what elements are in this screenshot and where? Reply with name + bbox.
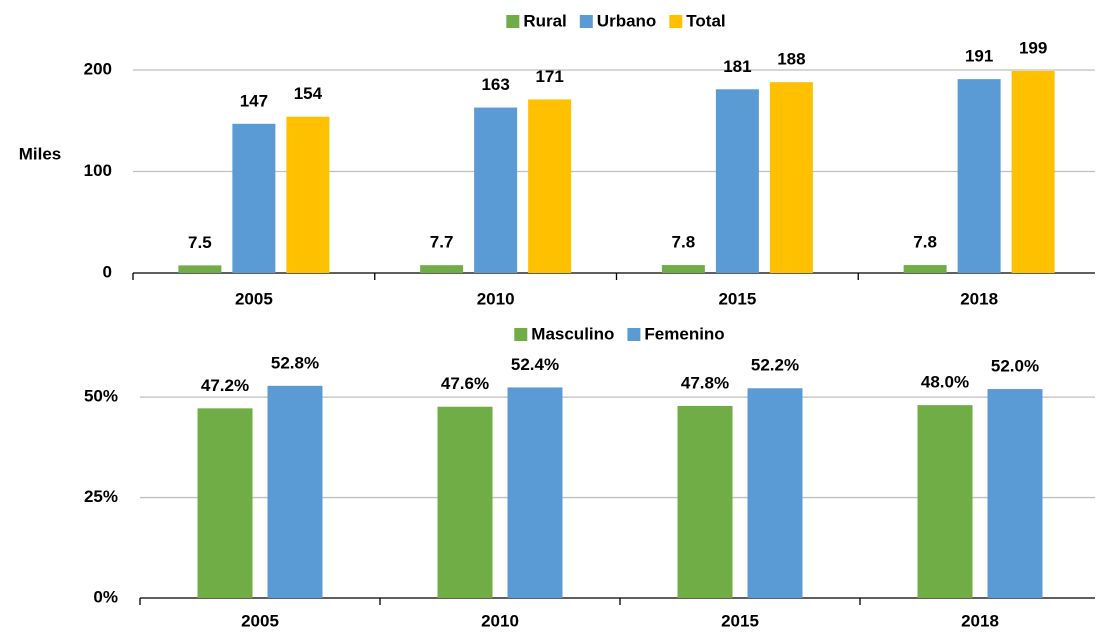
bar <box>528 99 572 273</box>
bar <box>267 385 323 598</box>
data-label: 47.6% <box>441 374 489 393</box>
legend-swatch <box>579 15 593 28</box>
data-label: 52.8% <box>271 353 319 372</box>
data-label: 188 <box>777 50 805 69</box>
x-tick-label: 2005 <box>235 289 273 308</box>
bar <box>987 389 1043 598</box>
x-tick-label: 2010 <box>481 611 519 630</box>
x-tick-label: 2005 <box>241 611 279 630</box>
x-tick-label: 2018 <box>961 611 999 630</box>
legend-swatch <box>506 15 520 28</box>
legend-swatch <box>669 15 683 28</box>
y-tick-label: 50% <box>84 387 118 406</box>
bar <box>232 123 276 273</box>
y-axis-label: Miles <box>19 144 62 163</box>
data-label: 52.0% <box>991 357 1039 376</box>
y-tick-label: 0 <box>103 262 112 281</box>
data-label: 7.5 <box>188 233 212 252</box>
bar <box>507 387 563 598</box>
legend-swatch <box>627 328 641 341</box>
data-label: 199 <box>1019 38 1047 57</box>
x-tick-label: 2018 <box>960 289 998 308</box>
bar <box>957 79 1001 273</box>
bar <box>661 265 705 273</box>
y-tick-label: 100 <box>84 161 112 180</box>
data-label: 52.4% <box>511 355 559 374</box>
bar <box>769 82 813 274</box>
data-label: 163 <box>481 75 509 94</box>
data-label: 147 <box>240 91 268 110</box>
bar <box>715 89 759 273</box>
data-label: 7.7 <box>430 233 454 252</box>
x-tick-label: 2015 <box>721 611 759 630</box>
bar <box>1011 71 1055 273</box>
y-tick-label: 200 <box>84 59 112 78</box>
bar <box>903 265 947 273</box>
x-tick-label: 2015 <box>718 289 756 308</box>
data-label: 171 <box>535 67 563 86</box>
data-label: 7.8 <box>913 233 937 252</box>
data-label: 48.0% <box>921 373 969 392</box>
bar <box>474 107 518 274</box>
bar <box>420 265 464 273</box>
bar <box>197 408 253 598</box>
x-tick-label: 2010 <box>477 289 515 308</box>
legend-label: Total <box>686 11 725 30</box>
data-label: 47.2% <box>201 376 249 395</box>
bar <box>747 388 803 598</box>
legend-label: Urbano <box>597 11 657 30</box>
bar <box>437 406 493 598</box>
data-label: 52.2% <box>751 356 799 375</box>
legend-label: Femenino <box>644 324 724 343</box>
bar <box>677 405 733 598</box>
data-label: 191 <box>965 47 993 66</box>
bar <box>917 405 973 598</box>
bar <box>178 265 222 273</box>
legend-swatch <box>514 328 528 341</box>
data-label: 154 <box>294 84 323 103</box>
legend-label: Masculino <box>531 324 614 343</box>
data-label: 181 <box>723 57 751 76</box>
data-label: 7.8 <box>672 233 696 252</box>
data-label: 47.8% <box>681 373 729 392</box>
legend-label: Rural <box>523 11 566 30</box>
y-tick-label: 0% <box>93 587 118 606</box>
bar <box>286 116 330 273</box>
y-tick-label: 25% <box>84 487 118 506</box>
